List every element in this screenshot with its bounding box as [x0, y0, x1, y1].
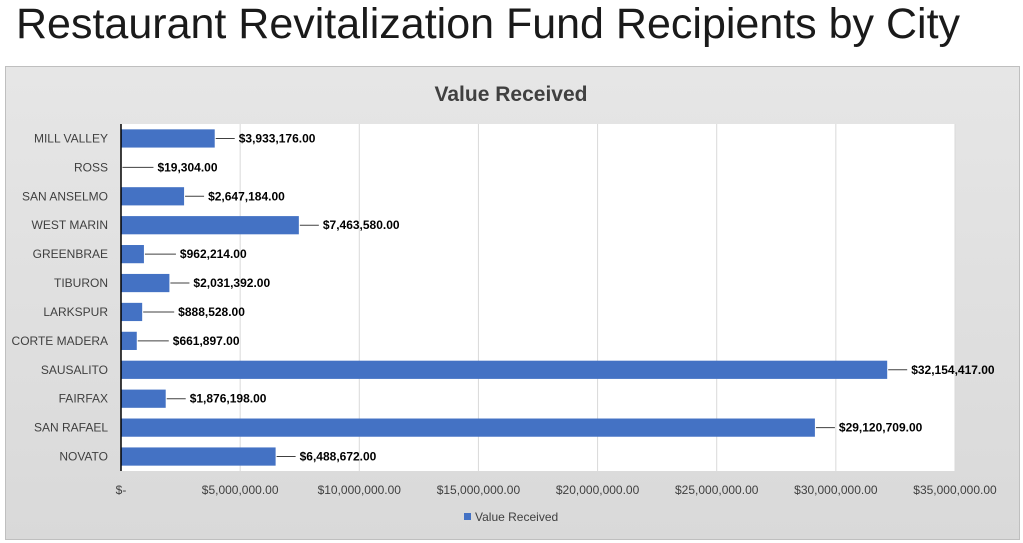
bar: [121, 187, 185, 206]
category-label: CORTE MADERA: [12, 334, 108, 348]
category-label: SAN ANSELMO: [22, 189, 108, 203]
data-label: $661,897.00: [173, 334, 240, 348]
data-label: $7,463,580.00: [323, 218, 400, 232]
legend-swatch: [464, 513, 471, 520]
category-label: SAN RAFAEL: [34, 421, 108, 435]
data-label: $2,647,184.00: [208, 189, 285, 203]
data-label: $2,031,392.00: [193, 276, 270, 290]
bar: [121, 216, 299, 235]
data-labels: $3,933,176.00 $19,304.00 $2,647,184.00 $7,4…: [122, 131, 995, 464]
category-labels: MILL VALLEY ROSS SAN ANSELMO WEST MARIN GREE…: [12, 131, 109, 463]
data-label: $32,154,417.00: [911, 363, 995, 377]
bars: [121, 129, 888, 466]
slide-title: Restaurant Revitalization Fund Recipient…: [16, 0, 961, 48]
bar: [121, 302, 143, 322]
x-tick-label: $10,000,000.00: [318, 483, 402, 497]
x-tick-label: $30,000,000.00: [794, 483, 878, 497]
category-label: FAIRFAX: [59, 392, 108, 406]
bar: [121, 331, 137, 350]
bar: [121, 418, 815, 437]
data-label: $19,304.00: [157, 160, 217, 174]
data-label: $6,488,672.00: [300, 450, 377, 464]
x-tick-label: $5,000,000.00: [202, 483, 279, 497]
bar: [121, 245, 144, 264]
bar: [121, 389, 166, 408]
bar: [121, 360, 888, 379]
data-label: $888,528.00: [178, 305, 245, 319]
x-tick-label: $15,000,000.00: [437, 483, 521, 497]
category-label: TIBURON: [54, 276, 108, 290]
category-label: MILL VALLEY: [34, 131, 108, 145]
data-label: $29,120,709.00: [839, 421, 923, 435]
category-label: GREENBRAE: [33, 247, 108, 261]
plot-area: [121, 124, 955, 471]
category-label: SAUSALITO: [41, 363, 108, 377]
x-tick-labels: $- $5,000,000.00 $10,000,000.00 $15,000,000…: [116, 483, 997, 497]
category-label: ROSS: [74, 160, 108, 174]
x-tick-label: $-: [116, 483, 127, 497]
legend: Value Received: [464, 510, 558, 524]
legend-label: Value Received: [475, 510, 558, 524]
bar: [121, 447, 276, 466]
x-tick-label: $20,000,000.00: [556, 483, 640, 497]
category-label: WEST MARIN: [32, 218, 108, 232]
data-label: $3,933,176.00: [239, 131, 316, 145]
gridlines: [239, 124, 956, 471]
bar: [121, 273, 170, 293]
data-label: $1,876,198.00: [190, 392, 267, 406]
category-label: NOVATO: [59, 450, 108, 464]
data-label: $962,214.00: [180, 247, 247, 261]
category-label: LARKSPUR: [43, 305, 108, 319]
chart-title: Value Received: [435, 83, 588, 106]
x-tick-label: $35,000,000.00: [913, 483, 997, 497]
x-tick-label: $25,000,000.00: [675, 483, 759, 497]
bar: [121, 129, 215, 148]
